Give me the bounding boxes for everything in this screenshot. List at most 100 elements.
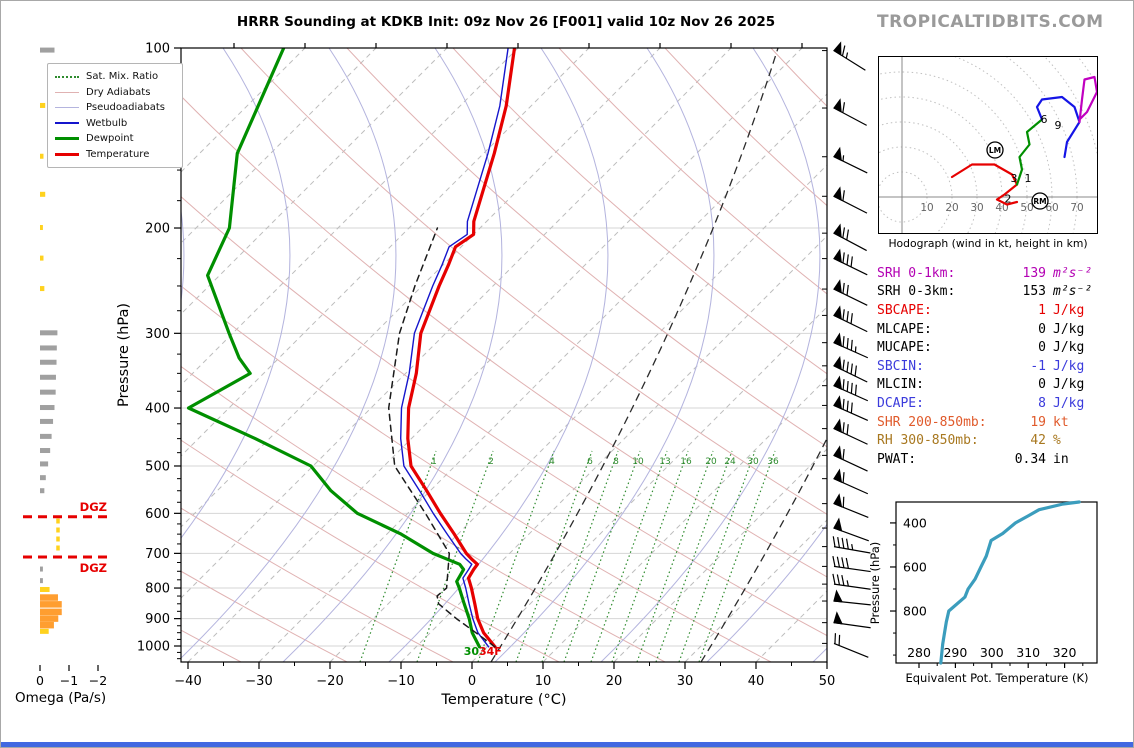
omega-tick-label: −2 (89, 673, 107, 688)
temp-tick-label: 0 (468, 674, 476, 689)
stat-label: MUCAPE: (877, 340, 932, 356)
stat-value: -1 (1030, 358, 1046, 374)
omega-bar (40, 448, 51, 454)
wind-barb (833, 248, 868, 276)
omega-bar (40, 359, 57, 365)
omega-tick-label: 0 (36, 673, 44, 688)
omega-bar (40, 608, 62, 616)
hodograph-ring-label: 30 (970, 202, 983, 214)
legend-line-sample (55, 75, 79, 78)
surface-dewpoint-label: 30 (464, 645, 480, 658)
wind-barb (833, 493, 869, 519)
stat-value: 153 (1022, 284, 1046, 300)
mixing-ratio-label: 4 (549, 457, 555, 467)
legend-item-sat-mix-ratio: Sat. Mix. Ratio (55, 69, 175, 85)
wind-barb (833, 186, 868, 214)
pressure-axis-title: Pressure (hPa) (116, 303, 132, 407)
dgz-label: DGZ (80, 561, 107, 575)
stat-unit: kt (1053, 414, 1069, 430)
stat-value: 0 (1038, 340, 1046, 356)
stat-unit: J/kg (1053, 395, 1085, 411)
hodograph-height-label: 3 (1011, 172, 1018, 185)
hodograph-ring-label: 20 (945, 202, 958, 214)
stat-value: 1 (1038, 302, 1046, 318)
mixing-ratio-label: 30 (747, 457, 759, 467)
wind-barb (833, 589, 871, 606)
mixing-ratio-label: 13 (659, 457, 670, 467)
omega-bar (40, 418, 54, 424)
omega-bar (40, 586, 50, 592)
parcel-trace-line (387, 227, 496, 648)
mixing-ratio-label: 16 (680, 457, 692, 467)
legend-item-label: Dry Adiabats (86, 86, 151, 98)
wind-barb (832, 573, 871, 590)
stat-value: 0.34 (1014, 451, 1046, 467)
hodograph-ring-label: 10 (920, 202, 933, 214)
storm-motion-label: RM (1033, 197, 1046, 206)
omega-axis-title: Omega (Pa/s) (15, 690, 106, 706)
thetae-y-title: Pressure (hPa) (868, 542, 882, 625)
omega-bar (40, 461, 49, 467)
stat-value: 19 (1030, 414, 1046, 430)
omega-bar (40, 374, 56, 380)
stat-value: 139 (1022, 265, 1046, 281)
stat-value: 0 (1038, 377, 1046, 393)
stat-row-dcape-: DCAPE: 8 J/kg (877, 394, 1115, 413)
legend-item-label: Temperature (86, 148, 150, 160)
pressure-tick-label: 400 (145, 402, 170, 417)
pressure-tick-label: 100 (145, 42, 170, 57)
omega-bar (40, 621, 54, 629)
omega-bar (40, 628, 49, 634)
temp-tick-label: 50 (819, 674, 836, 689)
stat-label: MLCIN: (877, 377, 924, 393)
stat-unit: m²s⁻² (1053, 284, 1093, 300)
temp-tick-label: −10 (387, 674, 414, 689)
omega-bar (40, 191, 46, 197)
stat-label: RH 300-850mb: (877, 433, 979, 449)
mixing-ratio-label: 24 (724, 457, 736, 467)
wetbulb-line (400, 48, 509, 648)
wind-barb (833, 517, 869, 542)
wind-barb (832, 556, 871, 573)
stat-row-mucape-: MUCAPE: 0 J/kg (877, 338, 1115, 357)
wind-barb (833, 418, 868, 445)
wind-barb (833, 332, 869, 359)
legend-line-sample (55, 91, 79, 93)
skewt-background (181, 48, 827, 662)
hodograph-height-label: 1 (1025, 172, 1032, 185)
stat-row-rh-300-850mb-: RH 300-850mb: 42% (877, 431, 1115, 450)
legend-line-sample (55, 137, 79, 141)
legend-item-dry-adiabats: Dry Adiabats (55, 85, 175, 101)
stat-unit: J/kg (1053, 377, 1085, 393)
theta-e-plot: 400 600 800 280 290 300 310 320 Equivalent Pot. … (868, 500, 1098, 685)
omega-bar (40, 405, 55, 411)
stat-label: SHR 200-850mb: (877, 414, 987, 430)
stat-value: 42 (1030, 433, 1046, 449)
stat-unit: J/kg (1053, 358, 1085, 374)
omega-bar (40, 153, 44, 159)
wind-barb (833, 611, 871, 629)
legend-item-temperature: Temperature (55, 147, 175, 163)
stat-row-mlcin-: MLCIN: 0 J/kg (877, 376, 1115, 395)
omega-tick-label: −1 (60, 673, 78, 688)
stat-label: MLCAPE: (877, 321, 932, 337)
bottom-accent-bar (1, 742, 1133, 747)
watermark-logo: TROPICALTIDBITS.COM (877, 12, 1104, 32)
hodograph-height-label: 2 (1005, 192, 1012, 205)
mixing-ratio-label: 36 (767, 457, 779, 467)
pressure-tick-label: 300 (145, 327, 170, 342)
stat-value: 0 (1038, 321, 1046, 337)
mixing-ratio-label: 6 (587, 457, 593, 467)
dgz-label: DGZ (80, 500, 107, 514)
thetae-temp-tick: 280 (907, 645, 931, 660)
wind-barb (833, 305, 868, 333)
stat-row-shr-200-850mb-: SHR 200-850mb: 19 kt (877, 413, 1115, 432)
hodograph-segment-6-9km (1035, 95, 1081, 159)
dewpoint-line (186, 48, 481, 649)
wind-barb (833, 375, 869, 402)
stat-unit: J/kg (1053, 340, 1085, 356)
stat-label: SRH 0-3km: (877, 284, 956, 300)
hodograph-ring-label: 60 (1045, 202, 1058, 214)
